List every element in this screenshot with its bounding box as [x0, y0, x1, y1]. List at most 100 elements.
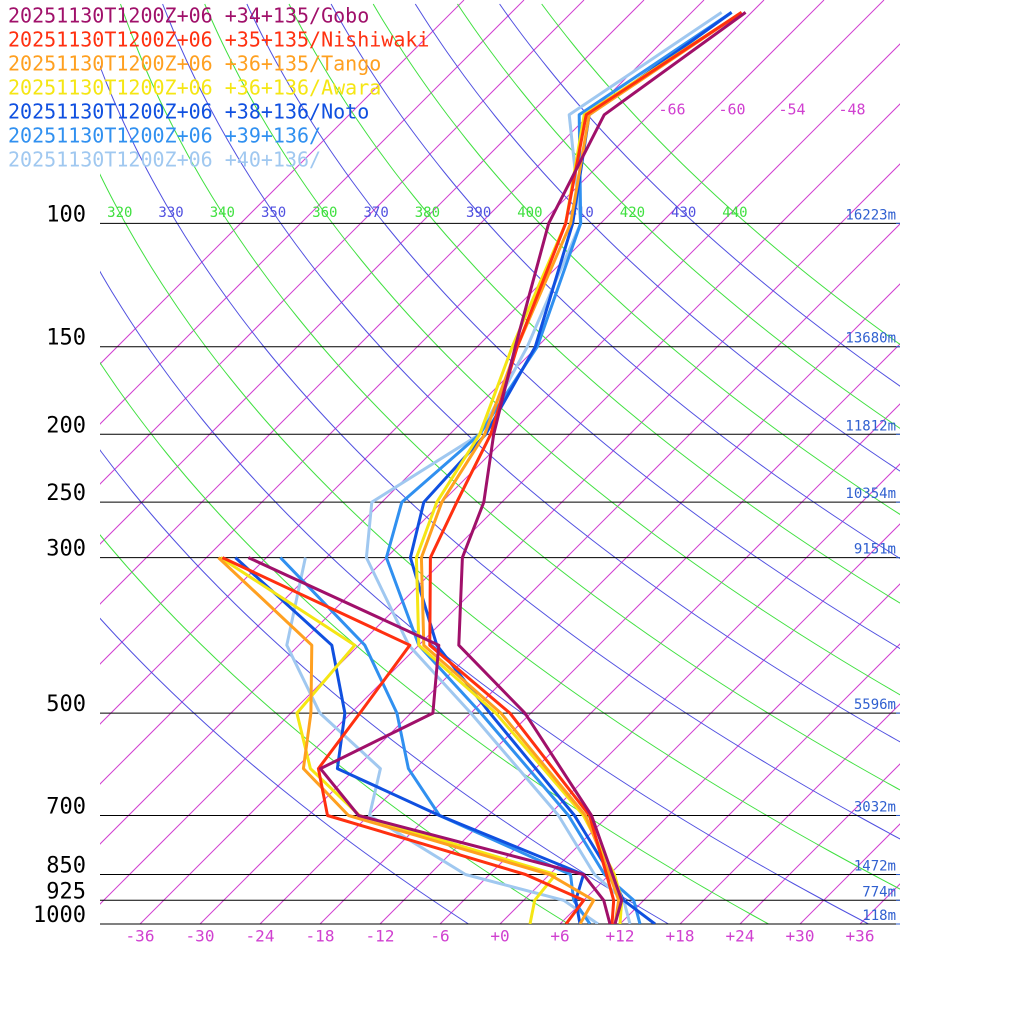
isotherm-label: -60: [718, 101, 745, 119]
x-tick-label: +36: [846, 927, 875, 946]
temperature-line: [419, 11, 743, 924]
dry-adiabat: [288, 3, 900, 604]
dewpoint-line: [247, 556, 612, 924]
dewpoint-line: [221, 556, 586, 924]
dry-adiabat: [162, 3, 900, 743]
isotherm: [100, 103, 900, 905]
isotherm: [439, 463, 900, 924]
temperature-line: [457, 11, 747, 924]
legend-entry: 20251130T1200Z+06 +39+136/: [8, 124, 321, 148]
isotherm: [799, 823, 900, 924]
isotherm: [100, 0, 825, 725]
dewpoint-line: [217, 556, 596, 924]
dry-adiabat: [499, 3, 900, 387]
x-tick-label: -30: [186, 927, 215, 946]
adiabat-label: 350: [261, 205, 286, 221]
isotherm: [100, 0, 705, 605]
legend-entry: 20251130T1200Z+06 +36+136/Awara: [8, 76, 381, 100]
temperature-line: [428, 11, 743, 924]
dry-adiabat: [100, 65, 900, 840]
adiabat-label: 330: [158, 205, 183, 221]
height-label: 13680m: [845, 331, 896, 347]
isotherm: [100, 0, 645, 545]
height-label: 11812m: [845, 418, 896, 434]
x-tick-label: +30: [786, 927, 815, 946]
height-label: 1472m: [854, 859, 896, 875]
isotherm: [100, 43, 900, 845]
y-tick-label: 850: [46, 854, 86, 879]
height-label: 16223m: [845, 207, 896, 223]
isotherm-label: -54: [778, 101, 805, 119]
isotherm: [679, 703, 900, 924]
adiabat-label: 430: [671, 205, 696, 221]
x-tick-label: +12: [606, 927, 635, 946]
height-label: 5596m: [854, 697, 896, 713]
profiles: [217, 11, 747, 924]
adiabat-label: 370: [363, 205, 388, 221]
isotherm: [499, 523, 900, 924]
dry-adiabat: [100, 617, 469, 924]
height-label: 3032m: [854, 799, 896, 815]
y-tick-label: 500: [46, 692, 86, 717]
y-tick-label: 200: [46, 413, 86, 438]
dry-adiabat: [541, 3, 900, 345]
dry-adiabat: [246, 3, 900, 650]
dry-adiabat: [330, 3, 900, 560]
adiabat-label: 340: [210, 205, 235, 221]
x-tick-label: -12: [366, 927, 395, 946]
x-tick-label: +0: [490, 927, 509, 946]
dry-adiabat: [100, 173, 900, 890]
y-tick-label: 300: [46, 537, 86, 562]
isotherm: [100, 0, 765, 665]
height-label: 118m: [862, 908, 896, 924]
dry-adiabat: [204, 3, 900, 696]
y-tick-label: 1000: [33, 903, 86, 928]
isotherm: [259, 283, 900, 924]
dry-adiabat: [372, 3, 900, 515]
dewpoint-line: [285, 557, 599, 924]
isotherm: [100, 0, 465, 365]
y-tick-label: 100: [46, 202, 86, 227]
dry-adiabat: [100, 449, 669, 924]
isotherm: [100, 0, 885, 785]
x-tick-label: -24: [246, 927, 275, 946]
x-tick-label: -6: [430, 927, 449, 946]
height-label: 774m: [862, 884, 896, 900]
adiabat-label: 420: [620, 205, 645, 221]
x-tick-label: -36: [126, 927, 155, 946]
adiabat-label: 380: [415, 205, 440, 221]
isotherm: [559, 583, 900, 924]
isotherm: [199, 223, 900, 924]
x-tick-label: +18: [666, 927, 695, 946]
isotherm-label: -66: [658, 101, 685, 119]
legend-entry: 20251130T1200Z+06 +38+136/Noto: [8, 100, 369, 124]
dry-adiabat: [100, 270, 869, 924]
adiabat-label: 440: [722, 205, 747, 221]
legend-entry: 20251130T1200Z+06 +34+135/Gobo: [8, 4, 369, 28]
isotherm: [319, 343, 900, 924]
legend-entry: 20251130T1200Z+06 +36+135/Tango: [8, 52, 381, 76]
axes: 320 330 340 350 360 370 380 390 400 410 420 430 440-…: [33, 101, 900, 946]
adiabat-label: 400: [517, 205, 542, 221]
adiabat-label: 320: [107, 205, 132, 221]
height-label: 10354m: [845, 486, 896, 502]
isotherm: [379, 403, 900, 924]
isotherm: [139, 163, 900, 924]
legend: 20251130T1200Z+06 +34+135/Gobo20251130T1…: [8, 4, 429, 172]
legend-entry: 20251130T1200Z+06 +40+136/: [8, 148, 321, 172]
dewpoint-line: [219, 556, 557, 924]
x-tick-label: +6: [550, 927, 569, 946]
y-tick-label: 250: [46, 481, 86, 506]
temperature-line: [384, 11, 733, 924]
dry-adiabat: [414, 3, 900, 472]
y-tick-label: 925: [46, 879, 86, 904]
isotherm: [739, 763, 900, 924]
adiabat-label: 360: [312, 205, 337, 221]
isotherm-label: -48: [838, 101, 865, 119]
height-label: 9151m: [854, 542, 896, 558]
isotherm: [100, 0, 525, 425]
adiabat-label: 390: [466, 205, 491, 221]
y-tick-label: 700: [46, 794, 86, 819]
legend-entry: 20251130T1200Z+06 +35+135/Nishiwaki: [8, 28, 429, 52]
